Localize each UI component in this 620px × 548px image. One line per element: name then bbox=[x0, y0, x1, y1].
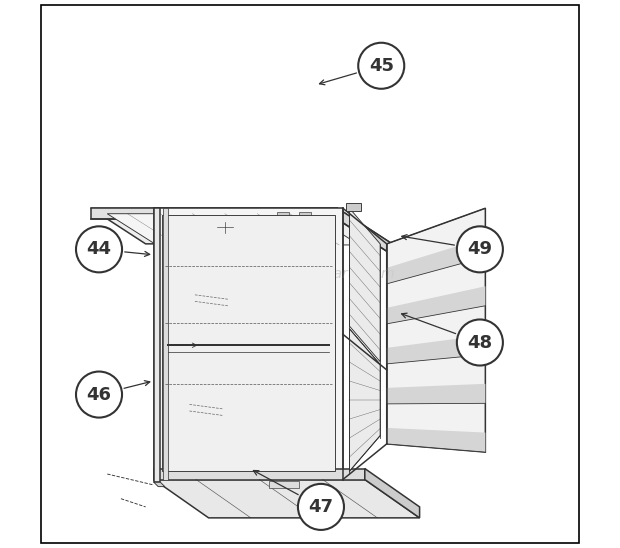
Polygon shape bbox=[162, 215, 335, 471]
Circle shape bbox=[76, 226, 122, 272]
Polygon shape bbox=[107, 214, 360, 245]
Text: 47: 47 bbox=[309, 498, 334, 516]
Polygon shape bbox=[154, 480, 420, 518]
Polygon shape bbox=[350, 208, 380, 362]
Polygon shape bbox=[154, 482, 165, 487]
Text: 44: 44 bbox=[87, 241, 112, 258]
Text: 48: 48 bbox=[467, 334, 492, 351]
Circle shape bbox=[457, 319, 503, 366]
Polygon shape bbox=[91, 208, 337, 219]
Circle shape bbox=[298, 484, 344, 530]
Text: 49: 49 bbox=[467, 241, 492, 258]
Bar bbox=[277, 212, 289, 218]
Circle shape bbox=[76, 372, 122, 418]
Bar bbox=[345, 203, 361, 211]
Polygon shape bbox=[387, 237, 485, 284]
Polygon shape bbox=[154, 469, 365, 480]
Ellipse shape bbox=[214, 222, 236, 233]
Bar bbox=[299, 212, 311, 218]
Polygon shape bbox=[350, 329, 380, 471]
Polygon shape bbox=[163, 208, 168, 480]
Polygon shape bbox=[337, 208, 392, 255]
Circle shape bbox=[457, 226, 503, 272]
Text: eReplacementParts.com: eReplacementParts.com bbox=[225, 267, 395, 281]
Bar bbox=[269, 481, 299, 488]
Polygon shape bbox=[387, 335, 485, 364]
Polygon shape bbox=[91, 208, 392, 244]
Polygon shape bbox=[387, 208, 485, 452]
Polygon shape bbox=[387, 384, 485, 404]
Polygon shape bbox=[365, 469, 420, 518]
Polygon shape bbox=[387, 428, 485, 452]
Polygon shape bbox=[154, 208, 343, 480]
Text: 46: 46 bbox=[87, 386, 112, 403]
Text: 45: 45 bbox=[369, 57, 394, 75]
Polygon shape bbox=[387, 286, 485, 324]
Circle shape bbox=[358, 43, 404, 89]
Polygon shape bbox=[154, 208, 161, 482]
